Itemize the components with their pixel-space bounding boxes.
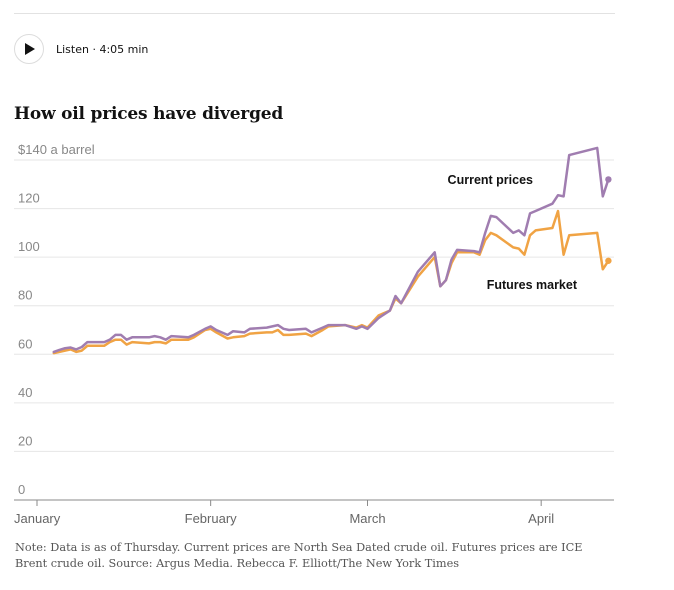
chart-title: How oil prices have diverged — [14, 104, 284, 124]
series-line-futures-market — [52, 209, 610, 355]
top-divider — [14, 13, 615, 14]
listen-button[interactable]: Listen · 4:05 min — [14, 33, 148, 65]
x-tick-label-january: January — [14, 511, 61, 526]
annotation-current-prices: Current prices — [448, 173, 533, 187]
x-tick-label-march: March — [349, 511, 385, 526]
y-tick-label-140: $140 a barrel — [18, 142, 95, 157]
annotation-futures-market: Futures market — [487, 278, 578, 292]
listen-label: Listen · 4:05 min — [56, 42, 149, 56]
y-tick-label-60: 60 — [18, 336, 32, 351]
y-tick-label-0: 0 — [18, 482, 25, 497]
x-tick-label-april: April — [528, 511, 554, 526]
series-endpoint-futures-market — [605, 257, 612, 264]
chart-note: Note: Data is as of Thursday. Current pr… — [15, 541, 583, 570]
series-line-current-prices — [52, 146, 610, 354]
y-tick-label-40: 40 — [18, 385, 32, 400]
y-tick-label-80: 80 — [18, 288, 32, 303]
play-icon[interactable] — [14, 34, 44, 64]
y-tick-label-100: 100 — [18, 239, 40, 254]
series-endpoint-current-prices — [605, 176, 612, 183]
y-tick-label-20: 20 — [18, 433, 32, 448]
y-tick-label-120: 120 — [18, 191, 40, 206]
oil-price-chart: 0 20 40 60 80 100 120 $140 a barrel January Febru… — [14, 142, 614, 526]
x-tick-label-february: February — [185, 511, 238, 526]
